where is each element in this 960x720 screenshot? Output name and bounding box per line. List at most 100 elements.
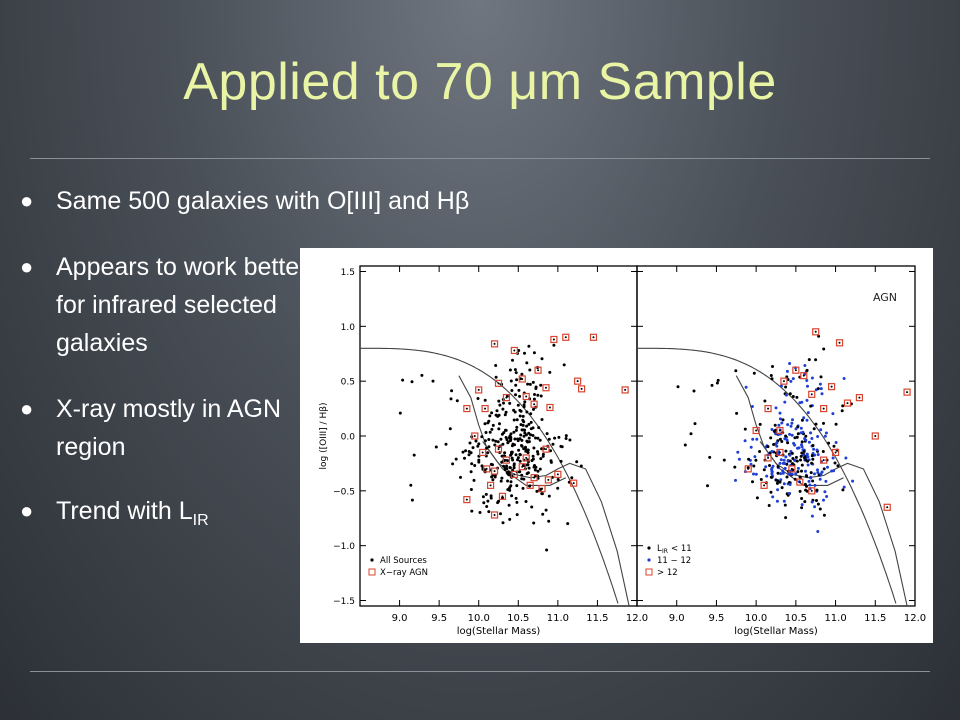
xray-marker [498,492,507,500]
data-point [791,377,795,381]
xray-marker-core [747,467,750,470]
data-point [500,432,504,436]
data-point [743,427,747,431]
data-point [816,468,819,472]
xray-marker-core [552,338,555,341]
xray-marker-core [493,342,496,345]
data-point [526,448,530,452]
xray-marker [820,404,828,413]
data-point [827,441,831,445]
data-point [522,434,526,438]
data-point [770,377,774,381]
data-point [816,502,820,506]
data-point [455,399,459,403]
data-point [805,452,809,456]
data-point [532,407,535,411]
data-point [539,457,543,461]
xray-marker [490,467,499,475]
data-point [805,379,809,382]
demarcation-lower-curve [458,375,630,607]
data-point [773,423,777,427]
legend-label: > 12 [657,568,678,578]
xray-marker-core [537,369,540,372]
data-point [506,472,510,476]
data-point [470,462,474,466]
data-point [754,472,758,476]
data-point [518,470,522,474]
demarcation-upper-curve [360,347,619,604]
data-point [511,358,514,362]
data-point [803,364,807,367]
data-point [506,479,510,483]
data-point [556,486,560,490]
data-point [531,434,535,437]
data-point [516,403,520,407]
xray-marker-core [481,451,484,454]
data-point [793,477,797,481]
data-point [487,438,491,441]
data-point [515,513,519,517]
data-point [524,500,528,503]
demarcation-upper-curve [637,347,897,604]
data-point [820,392,824,396]
xray-marker [530,474,538,482]
data-point [534,387,538,390]
data-point [519,423,523,427]
x-axis-label: log(Stellar Mass) [734,626,818,637]
data-point [809,475,813,479]
data-point [510,456,514,460]
data-point [796,446,799,450]
data-point [493,475,497,479]
data-point [777,423,781,427]
data-point [799,454,803,458]
xray-marker [796,478,804,486]
data-point [491,438,495,442]
data-point [809,471,813,475]
data-point [807,358,811,362]
data-point [504,428,508,432]
plot-frame [636,265,916,607]
data-point [710,383,714,387]
data-point [779,384,783,388]
xray-marker-core [778,451,781,454]
data-point [804,434,808,438]
data-point [772,443,776,446]
xray-marker [522,454,530,462]
xray-marker-core [505,459,508,462]
data-point [505,438,509,442]
data-point [518,453,522,456]
data-point [790,472,794,476]
xray-marker-core [544,386,547,389]
data-point [822,421,825,425]
data-point [769,436,773,440]
xray-marker-core [755,429,758,432]
xray-marker [812,328,820,336]
legend-xray-icon [368,568,376,576]
data-point [802,450,806,453]
data-point [752,464,756,468]
data-point [806,459,809,463]
xray-marker [502,394,511,402]
data-point [525,463,529,467]
data-point [521,418,525,422]
data-point [398,411,402,415]
data-point [538,438,542,442]
xray-marker [764,404,772,413]
xray-marker [808,390,816,398]
data-point [842,377,846,380]
xray-marker-core [790,467,793,470]
data-point [515,425,519,429]
data-point [499,512,502,516]
data-point [780,440,784,443]
data-point [805,398,809,402]
data-point [788,432,792,436]
data-point [481,495,485,499]
data-point [514,428,518,432]
data-point [790,451,794,455]
data-point [787,492,791,495]
legend-label: 11 − 12 [657,556,691,566]
data-point [819,428,823,432]
data-point [509,439,512,443]
data-point [514,393,517,397]
data-point [776,471,780,475]
